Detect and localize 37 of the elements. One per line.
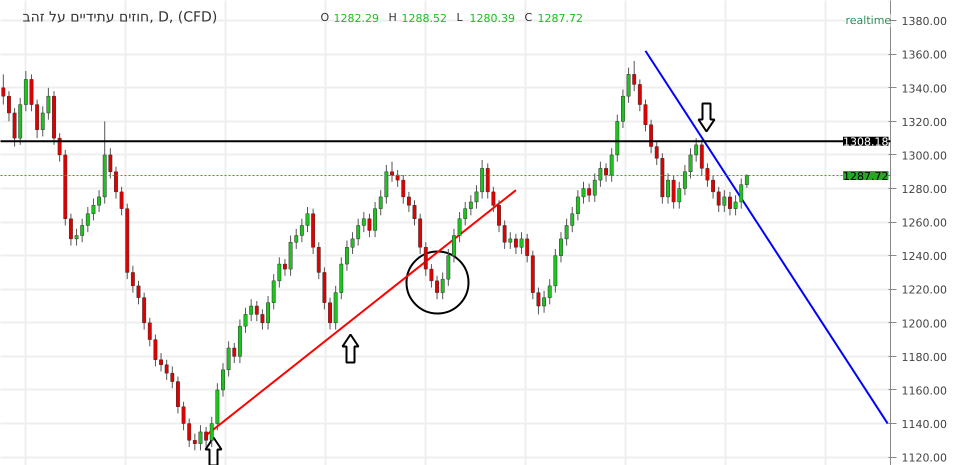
y-tick-label: 1320.00 [902, 116, 947, 129]
candlestick [148, 317, 152, 347]
candlestick [424, 242, 428, 276]
candlestick [716, 186, 721, 213]
annotation: H [388, 11, 397, 24]
annotation: L [456, 11, 464, 24]
y-tick-label: 1180.00 [902, 350, 947, 364]
y-tick-label: 1160.00 [902, 384, 947, 398]
candlestick [468, 194, 473, 216]
candlestick [502, 220, 507, 250]
candlestick [300, 218, 304, 243]
candlestick [272, 274, 276, 310]
ref-line-label: 1287.72 [843, 170, 889, 184]
annotation: realtime [846, 14, 892, 27]
annotation: O [320, 11, 330, 24]
ref-line-label: 1308.18 [843, 136, 889, 149]
annotation: 1282.29 [334, 12, 379, 25]
y-tick-label: 1220.00 [902, 284, 947, 297]
annotation: 1288.52 [402, 12, 447, 25]
y-tick-label: 1300.00 [902, 149, 947, 162]
y-tick-label: 1260.00 [902, 216, 947, 230]
text: חוזים עתידיים על זהב, D, (CFD) [22, 10, 218, 26]
y-tick-label: 1280.00 [902, 183, 947, 196]
annotation: 1287.72 [538, 12, 583, 25]
candlestick [744, 174, 749, 188]
y-tick-label: 1380.00 [902, 15, 947, 28]
candlestick [378, 190, 383, 216]
y-tick-label: 1240.00 [902, 250, 947, 264]
annotation: 1280.39 [470, 12, 515, 25]
y-tick-label: 1200.00 [902, 317, 947, 330]
y-tick-label: 1140.00 [902, 418, 947, 432]
y-tick-label: 1120.00 [902, 452, 947, 465]
y-tick-label: 1360.00 [902, 48, 947, 62]
candlestick [638, 78, 642, 112]
candlestick [548, 278, 552, 305]
annotation: C [524, 11, 532, 24]
y-tick-label: 1340.00 [902, 82, 947, 96]
